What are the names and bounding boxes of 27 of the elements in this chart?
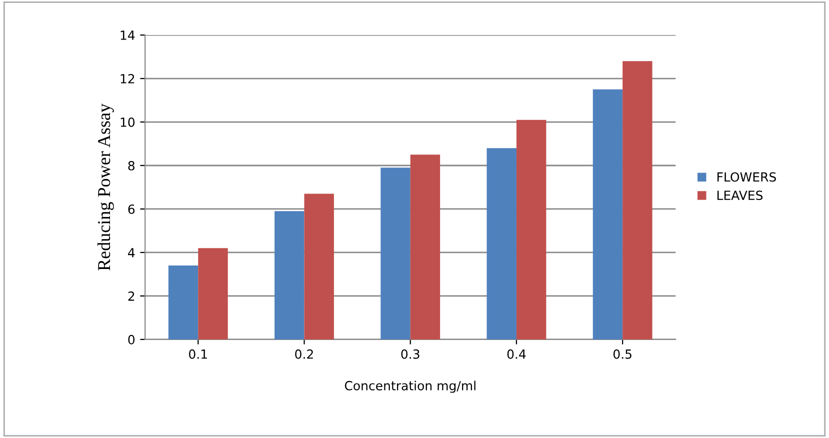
bar bbox=[410, 154, 440, 340]
bar bbox=[516, 120, 546, 340]
x-axis-title: Concentration mg/ml bbox=[344, 380, 476, 393]
y-axis-title: Reducing Power Assay bbox=[97, 104, 114, 270]
y-tick-label: 12 bbox=[120, 74, 134, 84]
y-tick-label: 4 bbox=[128, 248, 135, 258]
x-tick-label: 0.4 bbox=[507, 349, 526, 359]
y-tick-label: 10 bbox=[120, 117, 135, 127]
y-tick-label: 2 bbox=[128, 291, 134, 301]
bar bbox=[622, 61, 652, 340]
bar bbox=[168, 266, 198, 340]
bar bbox=[380, 168, 410, 340]
legend-label: FLOWERS bbox=[717, 172, 776, 182]
bar bbox=[592, 89, 623, 340]
y-tick-label: 14 bbox=[120, 30, 135, 40]
y-tick-label: 0 bbox=[128, 334, 135, 344]
bar bbox=[486, 148, 516, 340]
bar bbox=[198, 248, 228, 340]
y-tick-label: 8 bbox=[128, 160, 134, 170]
bar bbox=[304, 194, 334, 340]
x-tick-label: 0.1 bbox=[189, 349, 207, 359]
y-tick-label: 6 bbox=[128, 204, 135, 214]
bar bbox=[274, 211, 304, 340]
legend-label: LEAVES bbox=[717, 190, 763, 200]
x-tick-label: 0.3 bbox=[401, 349, 420, 359]
x-tick-label: 0.2 bbox=[295, 349, 313, 359]
x-tick-label: 0.5 bbox=[613, 349, 632, 359]
